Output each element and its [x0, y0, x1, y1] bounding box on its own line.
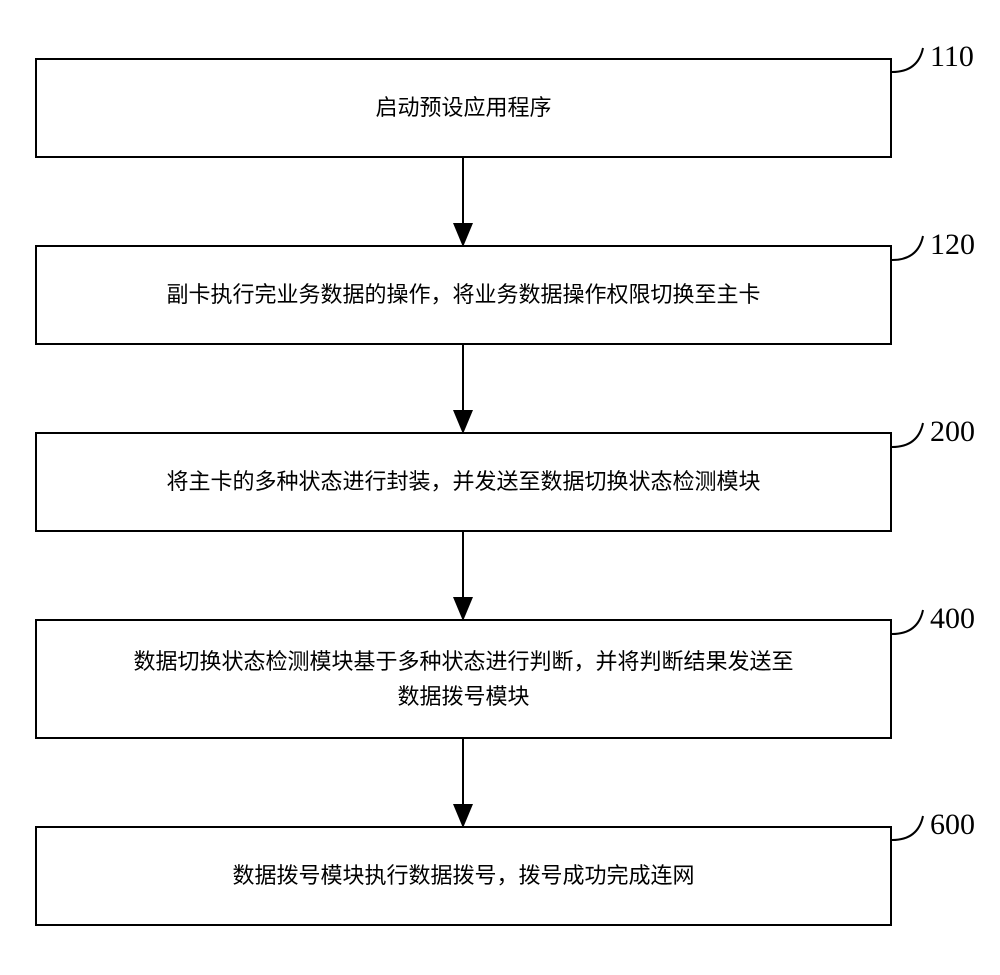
flow-node-label-110: 110 [930, 40, 974, 74]
callout-n600 [892, 816, 923, 840]
flowchart-canvas: 启动预设应用程序 110 副卡执行完业务数据的操作，将业务数据操作权限切换至主卡 12… [0, 0, 1000, 975]
flow-node-n120: 副卡执行完业务数据的操作，将业务数据操作权限切换至主卡 [35, 245, 892, 345]
flow-node-text: 启动预设应用程序 [375, 90, 551, 125]
flow-node-text: 数据切换状态检测模块基于多种状态进行判断，并将判断结果发送至 数据拨号模块 [133, 644, 793, 714]
callout-n110 [892, 48, 923, 72]
flow-node-label-600: 600 [930, 808, 975, 842]
flow-node-text: 将主卡的多种状态进行封装，并发送至数据切换状态检测模块 [166, 464, 760, 499]
callout-n400 [892, 610, 923, 634]
flow-node-text: 数据拨号模块执行数据拨号，拨号成功完成连网 [232, 858, 694, 893]
flow-node-text: 副卡执行完业务数据的操作，将业务数据操作权限切换至主卡 [166, 277, 760, 312]
flow-node-label-400: 400 [930, 602, 975, 636]
callout-n200 [892, 423, 923, 447]
flow-node-label-120: 120 [930, 228, 975, 262]
flow-node-n600: 数据拨号模块执行数据拨号，拨号成功完成连网 [35, 826, 892, 926]
flow-node-n400: 数据切换状态检测模块基于多种状态进行判断，并将判断结果发送至 数据拨号模块 [35, 619, 892, 739]
callout-n120 [892, 236, 923, 260]
flow-node-n200: 将主卡的多种状态进行封装，并发送至数据切换状态检测模块 [35, 432, 892, 532]
flow-node-n110: 启动预设应用程序 [35, 58, 892, 158]
flow-node-label-200: 200 [930, 415, 975, 449]
